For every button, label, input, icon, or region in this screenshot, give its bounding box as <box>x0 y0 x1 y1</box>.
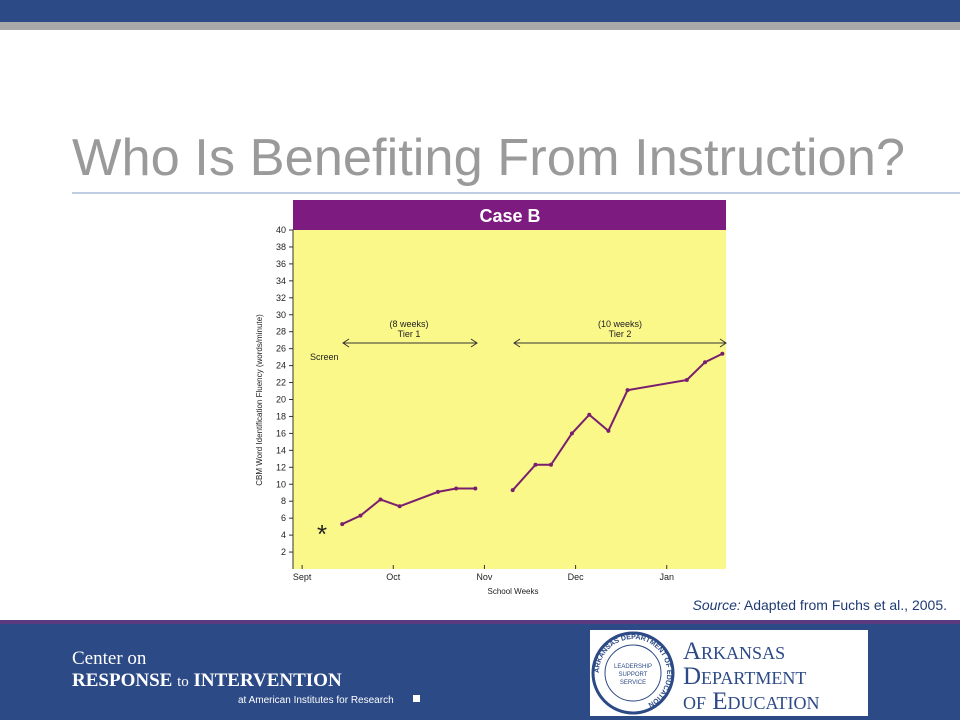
footer-text: Center on <box>72 648 147 669</box>
logo-text: Arkansas <box>683 638 785 665</box>
y-tick-label: 6 <box>281 513 286 523</box>
y-tick-label: 14 <box>276 445 286 455</box>
point <box>473 486 478 491</box>
footer-word: RESPONSE <box>72 670 172 691</box>
footer-stripe <box>0 620 960 624</box>
point <box>720 351 725 356</box>
plot-area <box>293 230 726 569</box>
seal-text: LEADERSHIP <box>614 664 652 670</box>
y-tick-label: 8 <box>281 496 286 506</box>
x-tick-label: Jan <box>659 572 674 582</box>
point <box>548 462 553 467</box>
y-tick-label: 36 <box>276 259 286 269</box>
y-tick-label: 12 <box>276 462 286 472</box>
x-axis-label: School Weeks <box>488 587 539 596</box>
x-tick-label: Nov <box>476 572 493 582</box>
point <box>397 504 402 509</box>
source-label: Source: <box>693 597 741 613</box>
point <box>587 412 592 417</box>
annotation: Screen <box>310 352 339 362</box>
x-tick-label: Sept <box>293 572 312 582</box>
point <box>703 360 708 365</box>
source: Source: Adapted from Fuchs et al., 2005. <box>693 597 948 613</box>
y-tick-label: 38 <box>276 242 286 252</box>
seal-inner <box>604 644 662 702</box>
chart-header <box>293 200 726 230</box>
point <box>569 431 574 436</box>
footer-text: RESPONSE to INTERVENTION <box>72 670 342 691</box>
seal-text: SERVICE <box>620 680 646 686</box>
y-tick-label: 24 <box>276 361 286 371</box>
logo-text: of Education <box>683 688 820 715</box>
x-tick-label: Dec <box>568 572 585 582</box>
series-line <box>511 352 723 491</box>
logo-text: Department <box>683 663 806 690</box>
y-tick-label: 4 <box>281 530 286 540</box>
y-tick-label: 32 <box>276 293 286 303</box>
point <box>435 489 440 494</box>
annotation: Tier 1 <box>398 329 421 339</box>
footer-text: at American Institutes for Research <box>238 695 394 706</box>
point <box>378 497 383 502</box>
source-text: Adapted from Fuchs et al., 2005. <box>744 597 947 613</box>
y-tick-label: 26 <box>276 344 286 354</box>
chart-title: Case B <box>479 206 540 226</box>
point <box>358 513 363 518</box>
y-tick-label: 28 <box>276 327 286 337</box>
annotation: (8 weeks) <box>389 319 428 329</box>
top-stripe <box>0 22 960 30</box>
y-tick-label: 10 <box>276 479 286 489</box>
y-tick-label: 34 <box>276 276 286 286</box>
point <box>606 428 611 433</box>
footer-word: INTERVENTION <box>193 670 341 691</box>
y-tick-label: 40 <box>276 225 286 235</box>
footer-word: to <box>177 674 189 690</box>
point <box>684 378 689 383</box>
y-tick-label: 20 <box>276 395 286 405</box>
point <box>340 522 345 527</box>
point <box>625 388 630 393</box>
y-tick-label: 2 <box>281 547 286 557</box>
y-tick-label: 18 <box>276 411 286 421</box>
footer-square <box>413 695 420 702</box>
y-tick-label: 22 <box>276 378 286 388</box>
x-tick-label: Oct <box>386 572 401 582</box>
y-tick-label: 30 <box>276 310 286 320</box>
phase-arrows <box>342 338 727 348</box>
slide-title: Who Is Benefiting From Instruction? <box>72 129 905 187</box>
point <box>533 462 538 467</box>
annotation: * <box>317 519 327 549</box>
y-tick-label: 16 <box>276 428 286 438</box>
seal-text: SUPPORT <box>619 672 648 678</box>
top-bar <box>0 0 960 22</box>
point <box>454 486 459 491</box>
point <box>510 488 515 493</box>
y-axis-label: CBM Word Identification Fluency (words/m… <box>255 314 264 486</box>
annotation: (10 weeks) <box>598 319 642 329</box>
annotation: Tier 2 <box>609 329 632 339</box>
